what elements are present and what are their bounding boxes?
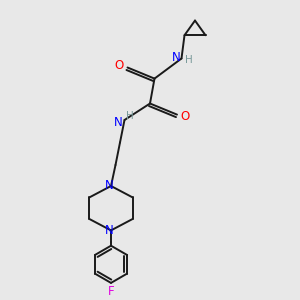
Text: O: O (115, 58, 124, 72)
Text: N: N (172, 51, 181, 64)
Text: N: N (105, 224, 114, 238)
Text: H: H (126, 111, 134, 122)
Text: H: H (185, 55, 193, 65)
Text: N: N (114, 116, 123, 129)
Text: F: F (108, 285, 114, 298)
Text: N: N (105, 179, 114, 192)
Text: O: O (181, 110, 190, 123)
